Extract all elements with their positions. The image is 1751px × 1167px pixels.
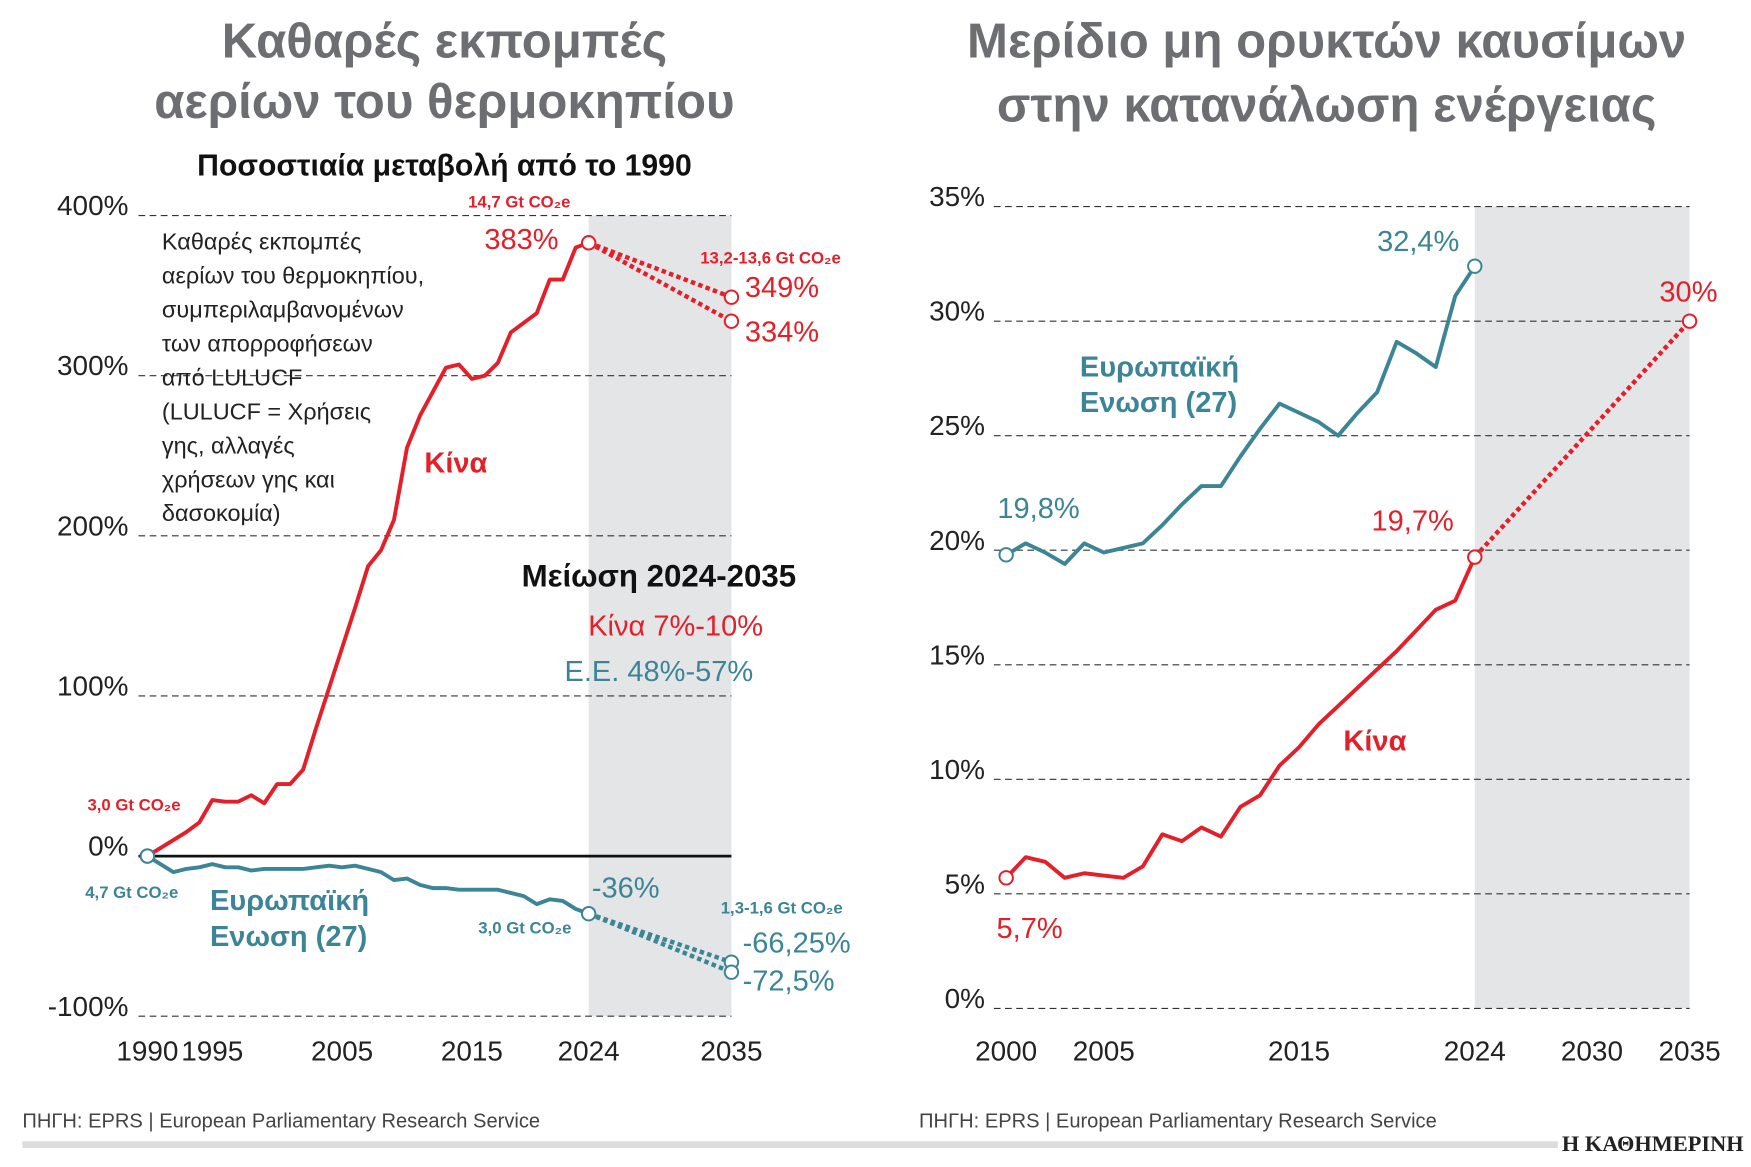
series-name-box: Ευρωπαϊκή Ενωση (27) xyxy=(209,883,370,953)
note-line: γης, αλλαγές xyxy=(162,432,295,458)
y-tick-label: 20% xyxy=(929,525,985,556)
x-tick-label: 2024 xyxy=(1444,1035,1506,1066)
projection-shade xyxy=(1474,206,1690,1009)
point-marker xyxy=(723,964,740,980)
annotation: 13,2-13,6 Gt CO₂e xyxy=(700,249,841,268)
x-tick-label: 2015 xyxy=(1268,1035,1330,1066)
y-tick-label: 0% xyxy=(88,831,128,862)
series-name: Κίνα xyxy=(424,445,488,480)
x-tick-label: 1990 xyxy=(116,1035,178,1066)
note-line: αερίων του θερμοκηπίου, xyxy=(162,263,424,289)
source: ΠΗΓΗ: EPRS | European Parliamentary Rese… xyxy=(919,1111,1437,1133)
point-marker xyxy=(1467,549,1483,565)
series-line xyxy=(146,854,590,916)
y-tick-label: 100% xyxy=(57,671,128,702)
chart-title: Καθαρές εκπομπές xyxy=(222,15,667,69)
value-label: 334% xyxy=(745,317,819,349)
series-name: Κίνα xyxy=(1343,723,1407,758)
chart-title: στην κατανάλωση ενέργειας xyxy=(997,78,1656,132)
point-marker xyxy=(723,289,740,305)
value-label: 32,4% xyxy=(1377,226,1459,258)
y-tick-label: 10% xyxy=(929,754,985,785)
annotation: 14,7 Gt CO₂e xyxy=(468,193,570,212)
note-line: Καθαρές εκπομπές xyxy=(162,229,362,255)
annotation: 3,0 Gt CO₂e xyxy=(87,796,180,815)
y-tick-label: 35% xyxy=(929,181,985,212)
note-line: (LULUCF = Χρήσεις xyxy=(162,398,371,424)
value-label: 349% xyxy=(745,272,819,304)
projection-line xyxy=(587,240,733,300)
x-tick-label: 2005 xyxy=(311,1035,373,1066)
chart-subtitle: Ποσοστιαία μεταβολή από το 1990 xyxy=(197,149,692,182)
x-tick-label: 2035 xyxy=(1659,1035,1721,1066)
footer-bar xyxy=(22,1141,1558,1148)
annotation: Μείωση 2024-2035 xyxy=(522,559,797,594)
projection-shade xyxy=(588,215,732,1017)
point-marker xyxy=(723,313,740,329)
series-line xyxy=(1004,556,1477,880)
x-tick-label: 2035 xyxy=(700,1035,762,1066)
value-label: 30% xyxy=(1659,276,1717,308)
value-label: 5,7% xyxy=(997,913,1063,945)
y-tick-label: 0% xyxy=(945,983,985,1014)
series-name: Ευρωπαϊκή Ενωση (27) xyxy=(209,883,370,953)
source: ΠΗΓΗ: EPRS | European Parliamentary Rese… xyxy=(22,1111,540,1133)
y-tick-label: 25% xyxy=(929,410,985,441)
chart-title: Μερίδιο μη ορυκτών καυσίμων xyxy=(967,15,1686,69)
y-tick-label: 30% xyxy=(929,296,985,327)
note-line: χρήσεων γης και xyxy=(162,466,335,492)
chart-title: αερίων του θερμοκηπίου xyxy=(154,75,734,129)
series-name: Ευρωπαϊκή Ενωση (27) xyxy=(1079,349,1240,419)
point-marker xyxy=(1681,313,1698,329)
point-marker xyxy=(998,870,1014,886)
x-tick-label: 2005 xyxy=(1073,1035,1135,1066)
x-tick-label: 2030 xyxy=(1561,1035,1623,1066)
projection-line xyxy=(1473,319,1692,559)
point-marker xyxy=(580,235,597,251)
annotation: 4,7 Gt CO₂e xyxy=(85,883,178,902)
series-line xyxy=(146,240,590,858)
projection-line xyxy=(587,911,733,975)
publisher: Η ΚΑΘΗΜΕΡΙΝΗ xyxy=(1562,1131,1744,1156)
y-tick-label: -100% xyxy=(48,991,129,1022)
value-label: 19,7% xyxy=(1371,505,1453,537)
y-tick-label: 15% xyxy=(929,639,985,670)
x-tick-label: 2015 xyxy=(441,1035,503,1066)
point-marker xyxy=(139,848,156,864)
series-line xyxy=(1005,265,1477,566)
y-tick-label: 400% xyxy=(57,190,128,221)
note-line: δασοκομία) xyxy=(162,500,281,526)
annotation: Ε.Ε. 48%-57% xyxy=(565,656,754,688)
series-name-box: Κίνα xyxy=(1343,723,1407,758)
point-marker xyxy=(998,547,1014,563)
value-label: -66,25% xyxy=(743,927,851,959)
note-line: από LULUCF xyxy=(162,364,302,390)
value-label: 19,8% xyxy=(997,493,1079,525)
point-marker xyxy=(1467,258,1483,274)
x-tick-label: 2000 xyxy=(975,1035,1037,1066)
point-marker xyxy=(580,906,597,922)
value-label: 383% xyxy=(484,224,558,256)
value-label: -36% xyxy=(592,873,660,905)
x-tick-label: 1995 xyxy=(181,1035,243,1066)
note-line: των απορροφήσεων xyxy=(162,330,373,356)
value-label: -72,5% xyxy=(743,965,835,997)
y-tick-label: 200% xyxy=(57,510,128,541)
series-name-box: Κίνα xyxy=(424,445,488,480)
note-line: συμπεριλαμβανομένων xyxy=(162,297,404,323)
x-tick-label: 2024 xyxy=(558,1035,620,1066)
annotation: Κίνα 7%-10% xyxy=(588,610,763,642)
projection-line xyxy=(587,240,733,324)
y-tick-label: 5% xyxy=(945,868,985,899)
annotation: 1,3-1,6 Gt CO₂e xyxy=(721,898,843,917)
annotation: 3,0 Gt CO₂e xyxy=(478,919,571,938)
series-name-box: Ευρωπαϊκή Ενωση (27) xyxy=(1079,349,1240,419)
y-tick-label: 300% xyxy=(57,350,128,381)
